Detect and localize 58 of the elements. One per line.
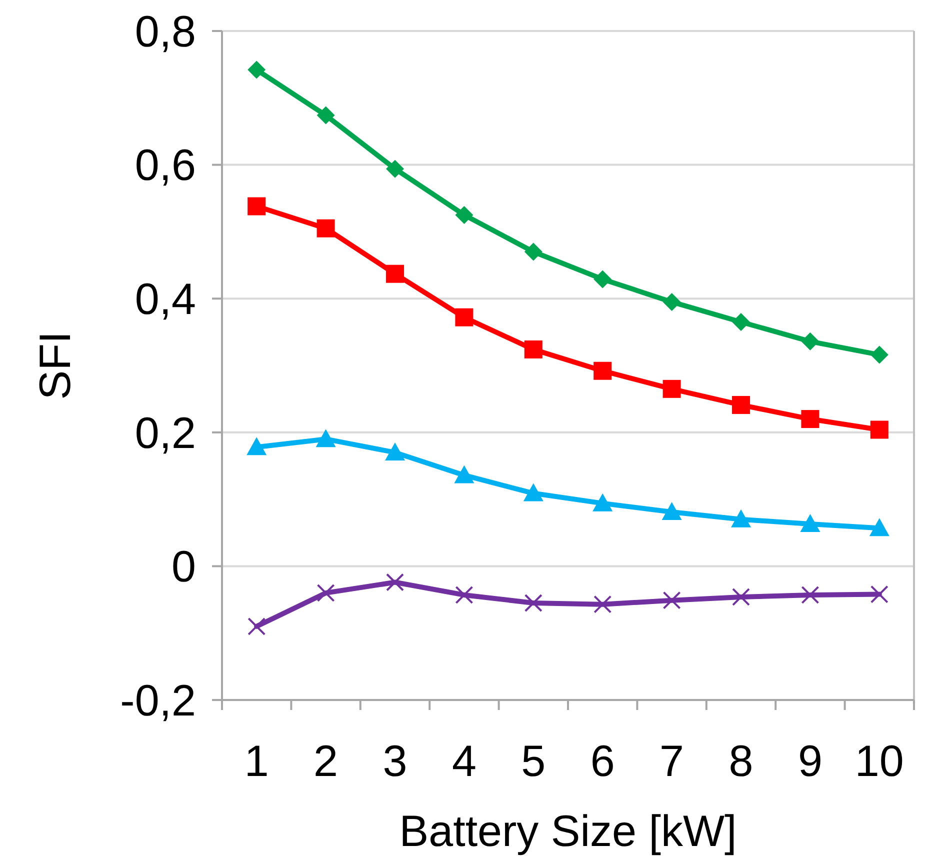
point [592,493,613,512]
point [386,264,404,283]
point [662,502,682,520]
x-tick-label: 3 [382,737,408,786]
x-tick-label: 4 [452,737,476,786]
point [316,429,336,448]
point [248,617,266,636]
point [524,340,542,358]
point [662,591,681,610]
point [454,465,474,484]
point [870,585,888,604]
y-tick-label: 0,2 [134,408,196,458]
point [800,514,820,532]
point [870,420,888,439]
x-tick-label: 1 [244,737,269,786]
x-tick-label: 8 [728,737,754,786]
point [870,346,888,364]
x-tick-label: 5 [521,737,546,786]
x-tick-label: 9 [798,737,822,786]
point [732,313,750,332]
point [732,396,750,414]
point [385,442,405,460]
y-tick-label: 0,6 [134,141,196,190]
x-tick-label: 7 [660,737,684,786]
point [801,410,820,428]
y-tick-label: 0,8 [134,7,196,56]
point [316,584,335,602]
point [455,206,474,224]
point [248,197,266,216]
point [524,594,542,612]
point [246,437,267,456]
point [455,586,474,604]
y-tick-label: -0,2 [120,676,196,726]
point [731,509,751,528]
y-axis-title: SFI [31,331,80,400]
x-axis-title: Battery Size [kW] [399,807,737,856]
point [523,483,544,502]
point [316,106,335,124]
point [662,292,681,311]
point [524,242,542,261]
point [594,270,612,288]
point [801,332,820,350]
y-tick-label: 0,4 [134,275,196,324]
x-tick-label: 2 [314,737,338,786]
point [662,380,681,398]
point [732,588,750,606]
point [801,586,820,604]
point [869,518,890,536]
x-tick-label: 10 [854,737,904,786]
point [386,160,404,178]
point [316,219,335,238]
point [386,573,404,592]
point [594,362,612,380]
point [594,595,612,614]
point [248,60,266,79]
y-tick-label: 0 [172,542,196,592]
x-tick-label: 6 [590,737,615,786]
point [455,308,474,326]
